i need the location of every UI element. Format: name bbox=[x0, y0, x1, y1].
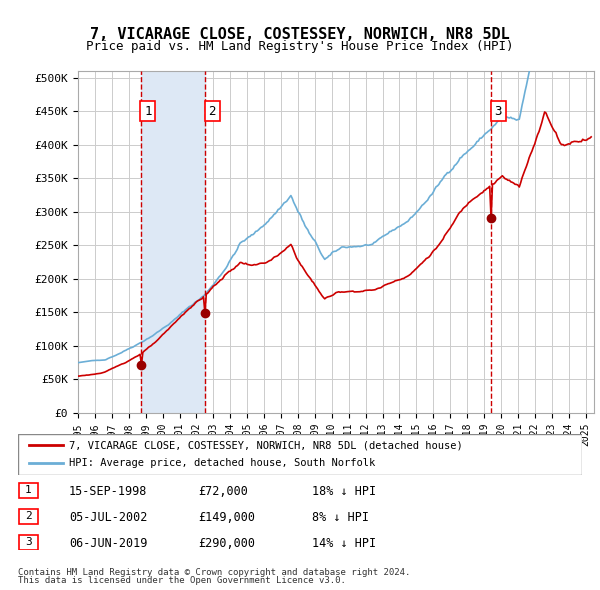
Text: This data is licensed under the Open Government Licence v3.0.: This data is licensed under the Open Gov… bbox=[18, 576, 346, 585]
Text: 3: 3 bbox=[494, 104, 502, 117]
Text: 3: 3 bbox=[25, 537, 32, 547]
Text: 7, VICARAGE CLOSE, COSTESSEY, NORWICH, NR8 5DL (detached house): 7, VICARAGE CLOSE, COSTESSEY, NORWICH, N… bbox=[69, 440, 463, 450]
Text: £290,000: £290,000 bbox=[198, 537, 255, 550]
Text: £72,000: £72,000 bbox=[198, 485, 248, 498]
Text: HPI: Average price, detached house, South Norfolk: HPI: Average price, detached house, Sout… bbox=[69, 458, 375, 468]
Text: 2: 2 bbox=[25, 512, 32, 521]
Text: 1: 1 bbox=[25, 486, 32, 495]
FancyBboxPatch shape bbox=[19, 509, 38, 524]
Text: 1: 1 bbox=[144, 104, 152, 117]
Text: Contains HM Land Registry data © Crown copyright and database right 2024.: Contains HM Land Registry data © Crown c… bbox=[18, 568, 410, 577]
Text: 06-JUN-2019: 06-JUN-2019 bbox=[69, 537, 148, 550]
Text: 8% ↓ HPI: 8% ↓ HPI bbox=[312, 511, 369, 524]
Text: 14% ↓ HPI: 14% ↓ HPI bbox=[312, 537, 376, 550]
FancyBboxPatch shape bbox=[19, 483, 38, 498]
Text: Price paid vs. HM Land Registry's House Price Index (HPI): Price paid vs. HM Land Registry's House … bbox=[86, 40, 514, 53]
Text: 18% ↓ HPI: 18% ↓ HPI bbox=[312, 485, 376, 498]
Text: 7, VICARAGE CLOSE, COSTESSEY, NORWICH, NR8 5DL: 7, VICARAGE CLOSE, COSTESSEY, NORWICH, N… bbox=[90, 27, 510, 41]
Text: 15-SEP-1998: 15-SEP-1998 bbox=[69, 485, 148, 498]
Text: 05-JUL-2002: 05-JUL-2002 bbox=[69, 511, 148, 524]
FancyBboxPatch shape bbox=[18, 434, 582, 475]
Text: £149,000: £149,000 bbox=[198, 511, 255, 524]
Text: 2: 2 bbox=[208, 104, 216, 117]
Bar bbox=[141, 71, 205, 413]
FancyBboxPatch shape bbox=[19, 535, 38, 550]
